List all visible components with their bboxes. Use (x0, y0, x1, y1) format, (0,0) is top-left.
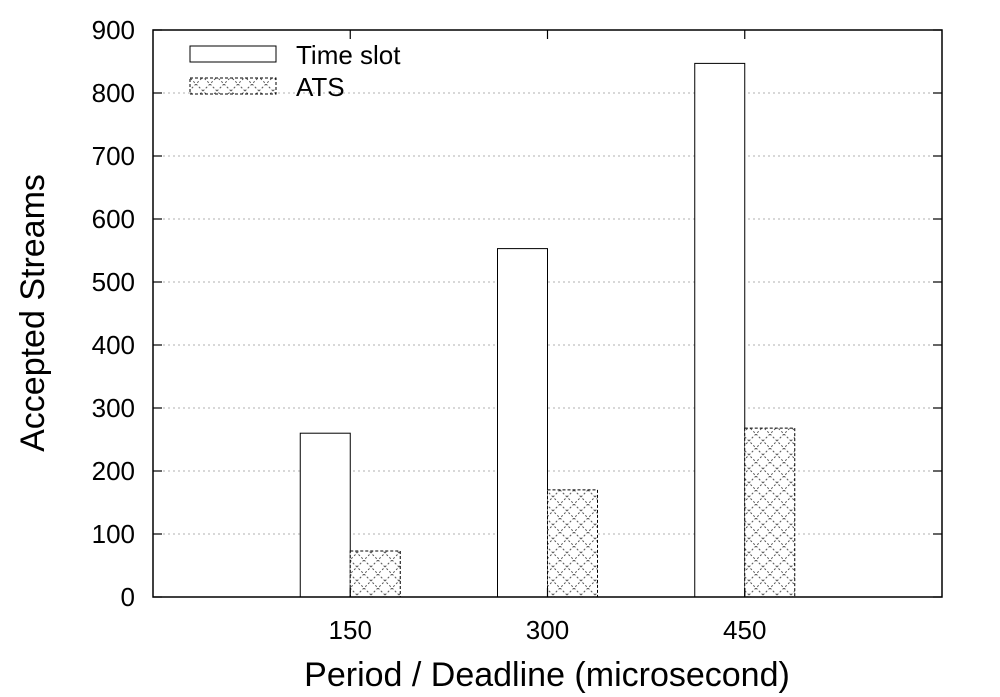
bars (299, 62, 796, 598)
legend-swatch-time-slot (189, 45, 277, 63)
x-tick-label-150: 150 (329, 615, 372, 645)
y-tick-label-200: 200 (92, 456, 135, 486)
axis-ticks (153, 29, 942, 598)
y-tick-label-400: 400 (92, 330, 135, 360)
legend-swatch-ats (189, 77, 277, 95)
y-tick-label-300: 300 (92, 393, 135, 423)
bar-ats-450 (744, 427, 796, 598)
y-tick-label-800: 800 (92, 78, 135, 108)
y-tick-label-900: 900 (92, 15, 135, 45)
y-tick-label-100: 100 (92, 519, 135, 549)
y-tick-labels: 0 100 200 300 400 500 600 700 800 900 (92, 15, 135, 612)
legend: Time slot ATS (189, 40, 401, 102)
y-tick-label-700: 700 (92, 141, 135, 171)
bar-ats-300 (547, 489, 598, 598)
x-tick-labels: 150 300 450 (329, 615, 767, 645)
bar-time-slot-450 (694, 62, 746, 598)
x-axis-title: Period / Deadline (microsecond) (304, 656, 790, 694)
bar-ats-150 (349, 550, 401, 598)
y-axis-title: Accepted Streams (14, 174, 52, 452)
y-tick-label-500: 500 (92, 267, 135, 297)
bar-time-slot-300 (497, 248, 548, 598)
x-tick-label-450: 450 (723, 615, 766, 645)
bar-time-slot-150 (299, 432, 351, 598)
legend-label-ats: ATS (296, 72, 345, 102)
legend-label-time-slot: Time slot (296, 40, 401, 70)
gridlines (153, 92, 942, 535)
y-tick-label-600: 600 (92, 204, 135, 234)
y-tick-label-0: 0 (121, 582, 135, 612)
x-tick-label-300: 300 (526, 615, 569, 645)
